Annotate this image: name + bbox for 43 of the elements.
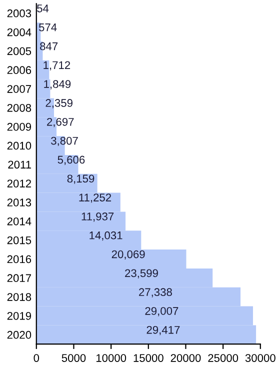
y-tick-label: 2013 [7,198,32,206]
data-label: 1,712 [44,61,70,70]
x-tick-label: 25000 [208,354,238,362]
y-tick-label: 2003 [7,9,32,18]
data-label: 27,338 [139,288,172,298]
data-label: 574 [38,24,57,32]
x-tick-label: 5000 [62,354,86,362]
y-tick-label: 2014 [7,217,32,226]
y-tick-label: 2020 [7,330,32,339]
data-label: 14,031 [90,231,122,241]
data-label: 11,937 [82,212,114,222]
data-label: 3,807 [51,136,78,146]
x-tick-label: 0 [34,354,40,362]
data-label: 2,359 [46,99,72,108]
data-label: 11,252 [79,194,112,203]
y-tick-label: 2008 [7,104,32,112]
x-tick-label: 15000 [134,354,164,362]
data-label: 20,069 [112,250,145,260]
data-label: 1,849 [44,80,71,90]
y-tick-label: 2012 [7,180,31,188]
data-label: 29,417 [146,326,180,336]
y-tick-label: 2010 [7,142,32,150]
x-tick-label: 30000 [245,354,276,362]
y-tick-label: 2016 [7,255,32,264]
y-tick-label: 2006 [7,66,32,74]
data-label: 847 [40,42,58,50]
data-label: 2,697 [47,118,74,128]
y-tick-label: 2015 [7,236,32,244]
y-tick-label: 2005 [7,47,32,56]
y-tick-label: 2007 [7,85,31,93]
y-tick-label: 2018 [7,293,32,301]
x-tick-label: 10000 [96,354,126,362]
data-label: 23,599 [125,269,158,278]
y-tick-label: 2009 [7,122,32,131]
x-tick-label: 20000 [170,354,201,362]
data-label: 5,606 [58,156,85,165]
y-tick-label: 2017 [7,274,31,282]
y-tick-label: 2004 [7,28,32,36]
data-label: 29,007 [145,307,178,316]
y-tick-label: 2011 [8,160,31,169]
data-label: 8,159 [67,174,94,184]
data-label: 54 [37,4,49,12]
y-tick-label: 2019 [7,312,32,320]
